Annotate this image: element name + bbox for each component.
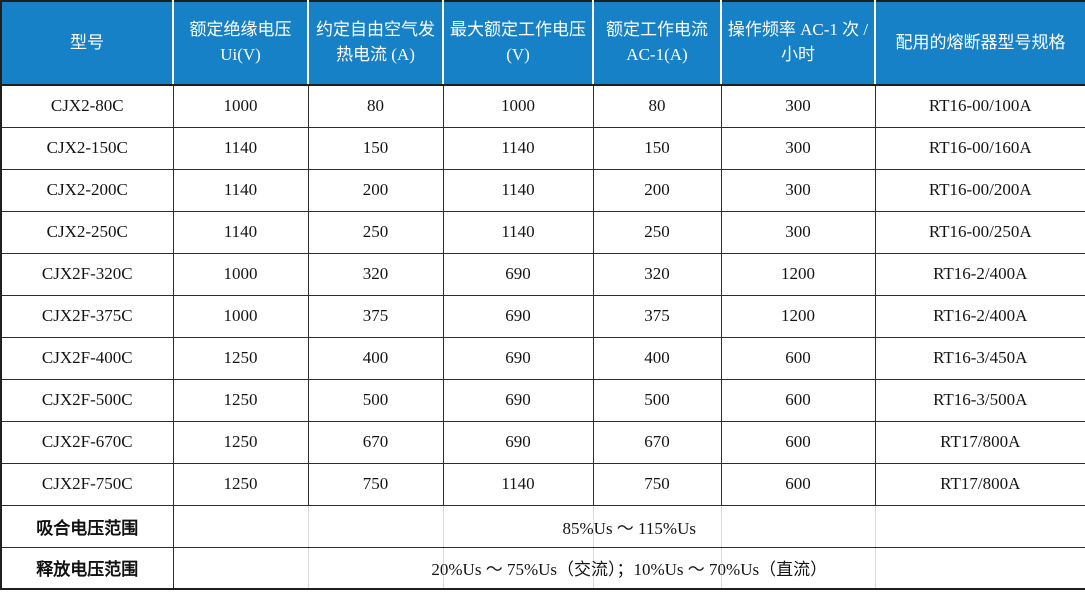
cell-model: CJX2F-320C xyxy=(0,252,174,296)
table-row: CJX2F-375C 1000 375 690 375 1200 RT16-2/400A xyxy=(0,294,1085,338)
cell-thermal-current: 750 xyxy=(307,462,444,506)
cell-insulation-voltage: 1250 xyxy=(172,336,309,380)
contactor-spec-table: 型号 额定绝缘电压 Ui(V) 约定自由空气发热电流 (A) 最大额定工作电压 … xyxy=(0,0,1085,590)
cell-insulation-voltage: 1250 xyxy=(172,378,309,422)
table-body: CJX2-80C 1000 80 1000 80 300 RT16-00/100A CJX2-… xyxy=(0,84,1085,506)
release-voltage-row: 释放电压范围 20%Us ～ 75%Us（交流）；10%Us ～ 70%Us（直… xyxy=(0,546,1085,590)
table-row: CJX2-80C 1000 80 1000 80 300 RT16-00/100A xyxy=(0,84,1085,128)
cell-rated-current: 200 xyxy=(592,168,722,212)
cell-thermal-current: 200 xyxy=(307,168,444,212)
table-row: CJX2-250C 1140 250 1140 250 300 RT16-00/250A xyxy=(0,210,1085,254)
cell-rated-current: 375 xyxy=(592,294,722,338)
cell-thermal-current: 80 xyxy=(307,84,444,128)
cell-operating-frequency: 1200 xyxy=(720,252,876,296)
cell-max-voltage: 1140 xyxy=(442,210,594,254)
cell-rated-current: 670 xyxy=(592,420,722,464)
cell-model: CJX2F-750C xyxy=(0,462,174,506)
cell-model: CJX2F-400C xyxy=(0,336,174,380)
cell-fuse-spec: RT16-3/500A xyxy=(874,378,1085,422)
pickup-voltage-row: 吸合电压范围 85%Us ～ 115%Us xyxy=(0,504,1085,548)
cell-operating-frequency: 600 xyxy=(720,462,876,506)
release-voltage-value: 20%Us ～ 75%Us（交流）；10%Us ～ 70%Us（直流） xyxy=(172,546,1085,590)
cell-max-voltage: 690 xyxy=(442,336,594,380)
table-header: 型号 额定绝缘电压 Ui(V) 约定自由空气发热电流 (A) 最大额定工作电压 … xyxy=(1,1,1085,86)
cell-thermal-current: 250 xyxy=(307,210,444,254)
column-header-fuse-spec: 配用的熔断器型号规格 xyxy=(875,1,1085,86)
cell-max-voltage: 1140 xyxy=(442,462,594,506)
cell-operating-frequency: 600 xyxy=(720,336,876,380)
table-row: CJX2F-400C 1250 400 690 400 600 RT16-3/450A xyxy=(0,336,1085,380)
cell-max-voltage: 1000 xyxy=(442,84,594,128)
column-header-insulation-voltage: 额定绝缘电压 Ui(V) xyxy=(173,1,309,86)
cell-max-voltage: 1140 xyxy=(442,126,594,170)
table-row: CJX2F-320C 1000 320 690 320 1200 RT16-2/400A xyxy=(0,252,1085,296)
column-header-thermal-current: 约定自由空气发热电流 (A) xyxy=(308,1,444,86)
cell-model: CJX2-150C xyxy=(0,126,174,170)
cell-thermal-current: 320 xyxy=(307,252,444,296)
column-header-max-voltage: 最大额定工作电压 (V) xyxy=(443,1,594,86)
cell-thermal-current: 400 xyxy=(307,336,444,380)
cell-model: CJX2-250C xyxy=(0,210,174,254)
cell-insulation-voltage: 1000 xyxy=(172,252,309,296)
table-row: CJX2F-500C 1250 500 690 500 600 RT16-3/500A xyxy=(0,378,1085,422)
cell-rated-current: 250 xyxy=(592,210,722,254)
cell-insulation-voltage: 1000 xyxy=(172,294,309,338)
cell-max-voltage: 690 xyxy=(442,294,594,338)
release-voltage-label: 释放电压范围 xyxy=(0,546,174,590)
cell-rated-current: 150 xyxy=(592,126,722,170)
cell-insulation-voltage: 1140 xyxy=(172,126,309,170)
cell-insulation-voltage: 1000 xyxy=(172,84,309,128)
cell-rated-current: 320 xyxy=(592,252,722,296)
cell-operating-frequency: 600 xyxy=(720,378,876,422)
cell-operating-frequency: 300 xyxy=(720,168,876,212)
cell-fuse-spec: RT16-00/100A xyxy=(874,84,1085,128)
cell-fuse-spec: RT17/800A xyxy=(874,462,1085,506)
cell-fuse-spec: RT16-00/200A xyxy=(874,168,1085,212)
cell-insulation-voltage: 1250 xyxy=(172,462,309,506)
cell-thermal-current: 150 xyxy=(307,126,444,170)
cell-fuse-spec: RT16-00/250A xyxy=(874,210,1085,254)
table-row: CJX2F-750C 1250 750 1140 750 600 RT17/800A xyxy=(0,462,1085,506)
cell-fuse-spec: RT17/800A xyxy=(874,420,1085,464)
table-row: CJX2-150C 1140 150 1140 150 300 RT16-00/160A xyxy=(0,126,1085,170)
cell-model: CJX2-80C xyxy=(0,84,174,128)
cell-thermal-current: 375 xyxy=(307,294,444,338)
cell-model: CJX2F-500C xyxy=(0,378,174,422)
table-row: CJX2F-670C 1250 670 690 670 600 RT17/800A xyxy=(0,420,1085,464)
column-header-operating-frequency: 操作频率 AC-1 次 / 小时 xyxy=(721,1,876,86)
cell-operating-frequency: 600 xyxy=(720,420,876,464)
cell-insulation-voltage: 1250 xyxy=(172,420,309,464)
cell-max-voltage: 690 xyxy=(442,420,594,464)
cell-max-voltage: 690 xyxy=(442,252,594,296)
cell-fuse-spec: RT16-00/160A xyxy=(874,126,1085,170)
cell-rated-current: 500 xyxy=(592,378,722,422)
cell-thermal-current: 670 xyxy=(307,420,444,464)
cell-fuse-spec: RT16-3/450A xyxy=(874,336,1085,380)
cell-operating-frequency: 300 xyxy=(720,210,876,254)
pickup-voltage-value: 85%Us ～ 115%Us xyxy=(172,504,1085,548)
cell-model: CJX2-200C xyxy=(0,168,174,212)
cell-fuse-spec: RT16-2/400A xyxy=(874,252,1085,296)
column-header-model: 型号 xyxy=(1,1,174,86)
table-footer: 吸合电压范围 85%Us ～ 115%Us 释放电压范围 20%Us ～ 75%… xyxy=(0,504,1085,590)
table-row: CJX2-200C 1140 200 1140 200 300 RT16-00/200A xyxy=(0,168,1085,212)
cell-fuse-spec: RT16-2/400A xyxy=(874,294,1085,338)
cell-max-voltage: 1140 xyxy=(442,168,594,212)
cell-operating-frequency: 300 xyxy=(720,84,876,128)
cell-max-voltage: 690 xyxy=(442,378,594,422)
cell-model: CJX2F-670C xyxy=(0,420,174,464)
cell-insulation-voltage: 1140 xyxy=(172,168,309,212)
column-header-rated-current: 额定工作电流 AC-1(A) xyxy=(593,1,722,86)
cell-model: CJX2F-375C xyxy=(0,294,174,338)
cell-rated-current: 750 xyxy=(592,462,722,506)
cell-rated-current: 80 xyxy=(592,84,722,128)
header-row: 型号 额定绝缘电压 Ui(V) 约定自由空气发热电流 (A) 最大额定工作电压 … xyxy=(1,1,1085,86)
pickup-voltage-label: 吸合电压范围 xyxy=(0,504,174,548)
cell-operating-frequency: 1200 xyxy=(720,294,876,338)
cell-insulation-voltage: 1140 xyxy=(172,210,309,254)
cell-thermal-current: 500 xyxy=(307,378,444,422)
cell-operating-frequency: 300 xyxy=(720,126,876,170)
cell-rated-current: 400 xyxy=(592,336,722,380)
